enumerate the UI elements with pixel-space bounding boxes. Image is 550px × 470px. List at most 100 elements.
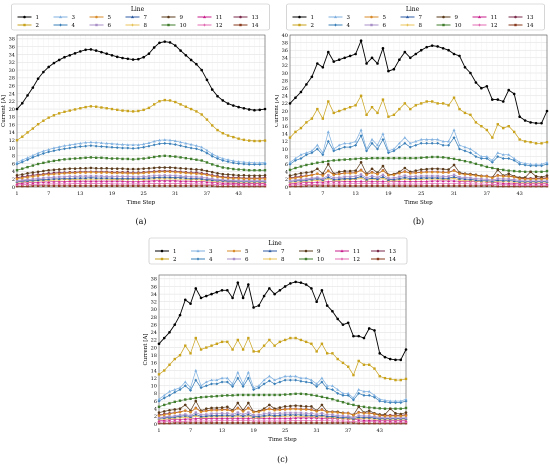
data-point-c-10 [310,394,312,396]
data-point-b-3 [289,161,292,164]
data-point-c-1 [273,293,276,296]
data-point-a-6 [211,178,213,180]
data-point-c-2 [263,344,265,346]
data-point-a-10 [32,164,34,166]
data-point-b-2 [343,108,345,110]
data-point-b-4 [502,157,505,160]
data-point-c-4 [278,380,281,383]
data-point-c-4 [168,394,171,397]
data-point-b-5 [376,173,379,176]
y-tick-label-c: 34 [151,292,157,298]
data-point-c-9 [205,407,208,410]
data-point-b-1 [507,89,510,92]
data-point-c-10 [184,398,186,400]
data-point-b-1 [349,55,352,58]
data-point-a-1 [21,102,24,105]
data-point-b-12 [436,182,439,185]
data-point-c-9 [284,405,287,408]
data-point-c-6 [231,413,233,415]
legend-marker-c-5 [233,250,236,253]
data-point-a-5 [21,177,24,180]
series-c-2 [158,337,407,381]
data-point-a-2 [121,109,123,111]
data-point-b-3 [518,161,521,164]
data-point-a-9 [227,173,230,176]
data-point-a-1 [237,106,240,109]
y-tick-label-c: 26 [151,322,157,328]
data-point-c-10 [400,408,402,410]
data-point-c-9 [357,406,360,409]
data-point-a-2 [58,112,60,114]
data-point-b-5 [524,178,527,181]
data-point-b-2 [486,129,488,131]
data-point-c-1 [405,348,408,351]
data-point-c-5 [321,409,324,412]
data-point-a-6 [142,175,144,177]
data-point-c-10 [394,408,396,410]
data-point-a-6 [158,174,160,176]
data-point-a-6 [53,176,55,178]
data-point-b-2 [475,121,477,123]
data-point-a-1 [200,69,203,72]
data-point-b-6 [415,175,417,177]
data-point-c-9 [247,402,250,405]
data-point-a-5 [211,175,214,178]
data-point-c-9 [289,405,292,408]
data-point-c-5 [252,411,255,414]
data-point-b-5 [420,171,423,174]
data-point-a-4 [37,154,40,157]
x-tick-label-b: 7 [321,191,324,197]
data-point-c-2 [310,343,312,345]
data-point-a-2 [216,129,218,131]
data-point-c-10 [379,407,381,409]
data-point-b-2 [322,117,324,119]
data-point-c-1 [331,310,334,313]
data-point-a-5 [105,171,108,174]
data-point-a-1 [221,99,224,102]
data-point-b-2 [442,102,444,104]
data-point-b-9 [425,168,428,171]
data-point-c-10 [195,397,197,399]
data-point-a-6 [127,175,129,177]
data-point-a-9 [137,168,140,171]
data-point-c-4 [294,379,297,382]
x-tick-label-c: 43 [377,428,383,434]
data-point-b-5 [338,173,341,176]
legend-marker-b-14 [514,24,516,26]
data-point-a-10 [200,159,202,161]
data-point-a-12 [95,182,98,185]
data-point-c-6 [405,417,407,419]
data-point-a-5 [58,172,61,175]
data-point-a-9 [216,172,219,175]
data-point-b-2 [436,102,438,104]
data-point-b-1 [480,87,483,90]
data-point-c-9 [226,406,229,409]
data-point-a-2 [153,103,155,105]
data-point-c-6 [184,413,186,415]
data-point-c-1 [189,302,192,305]
data-point-b-4 [425,142,428,145]
data-point-a-6 [200,176,202,178]
data-point-c-3 [336,388,339,391]
data-point-b-10 [305,164,307,166]
data-point-b-10 [447,157,449,159]
data-point-b-6 [508,178,510,180]
data-point-a-4 [147,145,150,148]
data-point-c-12 [221,419,224,422]
data-point-b-3 [360,128,363,131]
data-point-a-10 [37,163,39,165]
data-point-b-5 [409,172,412,175]
data-point-c-9 [163,410,166,413]
data-point-c-6 [205,413,207,415]
data-point-b-1 [371,57,374,60]
data-point-b-12 [453,182,456,185]
data-point-a-4 [132,147,135,150]
data-point-c-1 [394,359,397,362]
data-point-c-10 [342,401,344,403]
data-point-b-5 [322,174,325,177]
data-point-b-12 [425,182,428,185]
data-point-b-10 [436,156,438,158]
data-point-b-10 [458,159,460,161]
